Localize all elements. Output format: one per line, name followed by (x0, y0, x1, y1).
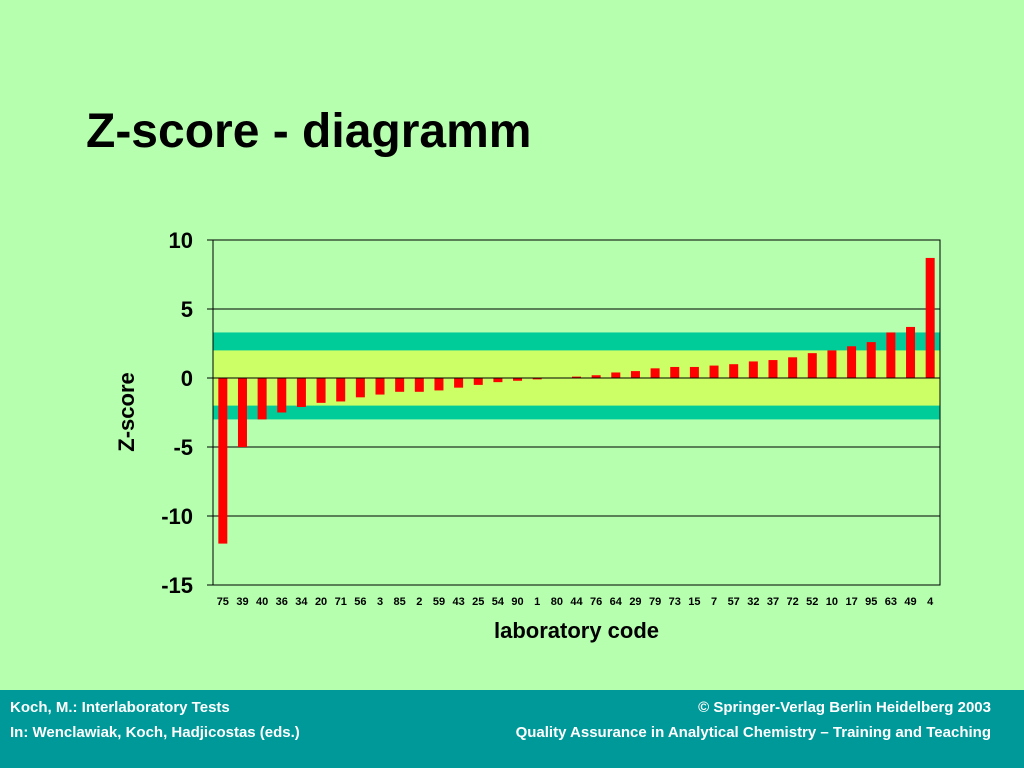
bar-39 (237, 378, 247, 447)
bar-90 (513, 378, 523, 381)
bar-40 (257, 378, 267, 420)
y-tick-label: 10 (169, 228, 193, 253)
x-tick-label: 15 (688, 596, 700, 608)
bar-25 (473, 378, 483, 385)
y-tick-label: -5 (173, 435, 193, 460)
x-tick-label: 1 (534, 596, 540, 608)
bar-52 (807, 353, 817, 378)
bar-15 (689, 366, 699, 378)
bar-64 (611, 372, 621, 378)
x-tick-label: 80 (551, 596, 563, 608)
y-tick-label: -15 (161, 573, 193, 598)
y-tick-label: 0 (181, 366, 193, 391)
bar-63 (886, 332, 896, 378)
footer-bar: Koch, M.: Interlaboratory Tests In: Wenc… (0, 690, 1024, 768)
bar-7 (709, 365, 719, 378)
bar-3 (375, 378, 385, 395)
x-tick-label: 40 (256, 596, 268, 608)
bar-34 (296, 378, 306, 407)
bar-85 (395, 378, 405, 392)
footer-citation: Koch, M.: Interlaboratory Tests (10, 699, 230, 716)
bar-76 (591, 375, 601, 378)
bar-36 (277, 378, 287, 413)
plot-frame (212, 239, 941, 586)
bar-56 (355, 378, 365, 398)
bar-59 (434, 378, 444, 391)
x-tick-label: 56 (354, 596, 366, 608)
x-tick-label: 64 (610, 596, 623, 608)
bar-95 (866, 342, 876, 378)
x-tick-label: 85 (394, 596, 406, 608)
y-axis-title: Z-score (114, 372, 139, 451)
x-tick-label: 29 (629, 596, 641, 608)
x-tick-label: 3 (377, 596, 383, 608)
x-tick-label: 43 (452, 596, 464, 608)
bar-71 (336, 378, 346, 402)
x-tick-label: 25 (472, 596, 484, 608)
x-tick-label: 63 (885, 596, 897, 608)
x-tick-label: 79 (649, 596, 661, 608)
x-tick-label: 39 (236, 596, 248, 608)
bar-32 (748, 361, 758, 378)
x-tick-label: 57 (728, 596, 740, 608)
x-tick-label: 52 (806, 596, 818, 608)
x-tick-label: 37 (767, 596, 779, 608)
bar-72 (788, 357, 798, 378)
bar-75 (218, 378, 228, 544)
x-tick-label: 7 (711, 596, 717, 608)
bar-43 (454, 378, 464, 388)
bar-29 (630, 371, 640, 378)
x-tick-label: 73 (669, 596, 681, 608)
x-tick-label: 32 (747, 596, 759, 608)
bar-44 (572, 376, 581, 378)
x-tick-label: 17 (845, 596, 857, 608)
x-tick-label: 2 (416, 596, 422, 608)
bar-73 (670, 366, 680, 378)
footer-copyright: © Springer-Verlag Berlin Heidelberg 2003 (698, 699, 991, 716)
footer-book-title: Quality Assurance in Analytical Chemistr… (515, 724, 991, 741)
slide-title: Z-score - diagramm (86, 105, 532, 158)
x-tick-label: 75 (217, 596, 229, 608)
x-axis-title: laboratory code (494, 618, 659, 643)
y-tick-label: -10 (161, 504, 193, 529)
x-tick-label: 20 (315, 596, 327, 608)
x-tick-label: 54 (492, 596, 505, 608)
x-tick-label: 95 (865, 596, 877, 608)
bar-10 (827, 350, 837, 378)
bar-1 (532, 378, 542, 380)
x-tick-label: 72 (787, 596, 799, 608)
x-tick-label: 76 (590, 596, 602, 608)
bar-4 (925, 257, 935, 378)
bar-54 (493, 378, 503, 383)
bar-2 (414, 378, 424, 392)
x-tick-label: 90 (511, 596, 523, 608)
bar-17 (847, 346, 857, 378)
bar-49 (906, 326, 916, 378)
x-tick-label: 4 (927, 596, 934, 608)
x-tick-label: 44 (570, 596, 583, 608)
x-tick-label: 10 (826, 596, 838, 608)
x-tick-label: 49 (904, 596, 916, 608)
bar-79 (650, 368, 660, 378)
footer-editors: In: Wenclawiak, Koch, Hadjicostas (eds.) (10, 724, 300, 741)
x-tick-label: 36 (276, 596, 288, 608)
x-tick-label: 59 (433, 596, 445, 608)
bar-37 (768, 360, 778, 378)
y-tick-label: 5 (181, 297, 193, 322)
bar-57 (729, 364, 739, 378)
bar-20 (316, 378, 326, 403)
x-tick-label: 71 (335, 596, 347, 608)
x-tick-label: 34 (295, 596, 308, 608)
